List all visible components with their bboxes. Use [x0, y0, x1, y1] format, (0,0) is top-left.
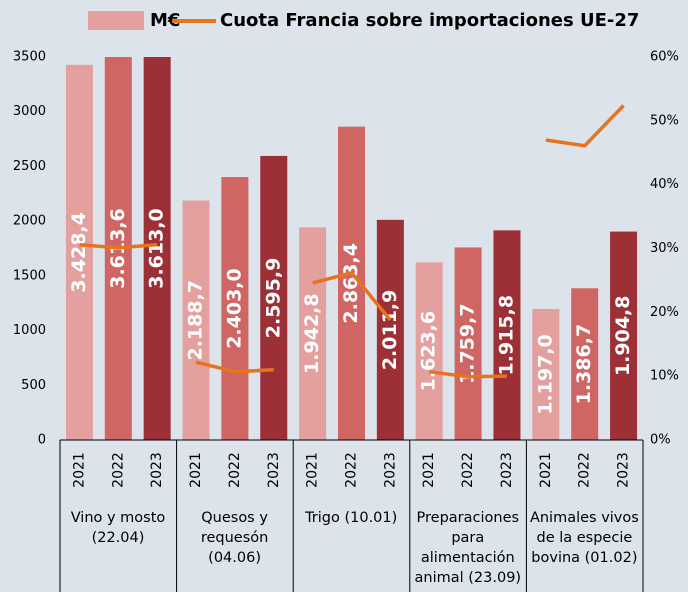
value-label: 2.403,0 [223, 268, 245, 349]
bar [299, 227, 327, 440]
x-tick-label: 2023 [266, 452, 282, 488]
bar [260, 155, 288, 440]
value-label: 1.915,8 [495, 295, 517, 376]
x-tick-label: 2021 [538, 452, 554, 488]
x-tick-label: 2022 [110, 452, 126, 488]
value-label: 1.942,8 [301, 293, 323, 374]
x-tick-label: 2023 [499, 452, 515, 488]
x-tick-label: 2022 [227, 452, 243, 488]
y-tick-label: 1000 [13, 323, 46, 338]
y2-tick-label: 10% [650, 369, 679, 384]
bar [532, 309, 560, 440]
bar [610, 231, 638, 440]
y2-tick-label: 0% [650, 433, 671, 448]
bar [65, 64, 93, 440]
y-tick-label: 3000 [13, 104, 46, 119]
y2-tick-label: 20% [650, 305, 679, 320]
value-label: 3.428,4 [68, 212, 90, 293]
y2-tick-label: 40% [650, 177, 679, 192]
y-tick-label: 2000 [13, 214, 46, 229]
y2-tick-label: 60% [650, 50, 679, 65]
x-tick-label: 2023 [616, 452, 632, 488]
group-label: Quesos y requesón (04.06) [200, 510, 269, 566]
x-tick-label: 2022 [577, 452, 593, 488]
bar [221, 177, 249, 440]
y-tick-label: 3500 [13, 50, 46, 65]
y-tick-label: 500 [21, 378, 46, 393]
bar [571, 288, 599, 440]
x-tick-label: 2021 [188, 452, 204, 488]
group-label: Animales vivos de la especie bovina (01.… [529, 510, 639, 566]
x-tick-label: 2021 [71, 452, 87, 488]
x-tick-label: 2021 [421, 452, 437, 488]
value-label: 1.386,7 [573, 324, 595, 405]
value-label: 1.759,7 [457, 303, 479, 384]
value-label: 2.595,9 [262, 258, 284, 339]
legend-label: Cuota Francia sobre importaciones UE-27 [220, 10, 639, 31]
group-label: Preparaciones para alimentación animal (… [414, 510, 522, 586]
line-series [545, 104, 625, 148]
value-label: 2.011,9 [379, 290, 401, 371]
line-series [79, 242, 158, 250]
y-tick-label: 2500 [13, 159, 46, 174]
x-tick-label: 2022 [344, 452, 360, 488]
bar [493, 230, 521, 440]
bars: 3.428,4 3.613,6 3.613,02.188,7 2.403,0 2.595… [65, 57, 638, 441]
line-series [312, 271, 392, 322]
line-series [429, 369, 507, 379]
value-label: 2.188,7 [185, 280, 207, 361]
bar [415, 262, 443, 440]
value-label: 1.197,0 [534, 334, 556, 415]
legend-label: M€ [150, 10, 180, 31]
group-label: Vino y mosto (22.04) [70, 510, 166, 546]
line-series [195, 360, 274, 374]
bar [454, 247, 482, 440]
y2-tick-label: 30% [650, 241, 679, 256]
bar [376, 219, 404, 440]
x-tick-label: 2021 [305, 452, 321, 488]
value-label: 1.904,8 [612, 296, 634, 377]
x-tick-label: 2022 [460, 452, 476, 488]
y-tick-label: 0 [38, 433, 46, 448]
bar [143, 57, 171, 440]
x-tick-label: 2023 [382, 452, 398, 488]
bar [182, 200, 210, 440]
value-label: 3.613,0 [146, 208, 168, 289]
x-tick-label: 2023 [149, 452, 165, 488]
group-label: Trigo (10.01) [305, 510, 398, 526]
y-tick-label: 1500 [13, 268, 46, 283]
value-label: 1.623,6 [418, 311, 440, 392]
value-label: 2.863,4 [340, 243, 362, 324]
y2-tick-label: 50% [650, 113, 679, 128]
legend-swatch [88, 11, 144, 30]
